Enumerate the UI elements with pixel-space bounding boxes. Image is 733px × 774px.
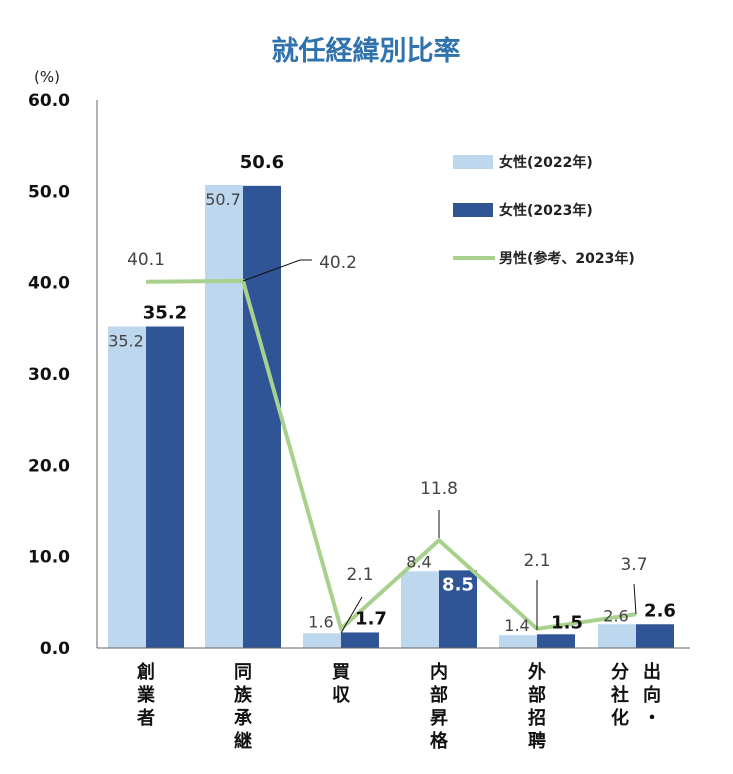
bar-2023: [439, 570, 477, 648]
category-label: 分社化: [611, 662, 629, 729]
label-2023: 1.5: [551, 612, 583, 633]
bar-2022: [401, 571, 439, 648]
bar-2023: [636, 624, 674, 648]
male-series-line: [145, 278, 637, 631]
legend-label: 女性(2022年): [499, 154, 593, 171]
label-2023: 8.5: [442, 574, 474, 595]
y-axis-unit: (%): [34, 68, 60, 86]
legend-label: 男性(参考、2023年): [499, 250, 635, 267]
legend-label: 女性(2023年): [499, 202, 593, 219]
label-2022: 50.7: [205, 190, 241, 209]
label-male: 2.1: [346, 565, 373, 585]
label-2023: 50.6: [240, 152, 284, 173]
bars-group: [108, 184, 674, 648]
label-2022: 8.4: [406, 552, 431, 571]
label-male: 11.8: [420, 479, 458, 499]
label-2023: 1.7: [355, 608, 387, 629]
bar-2023: [146, 326, 184, 648]
category-label: 出向・: [643, 661, 661, 729]
y-tick-label: 0.0: [40, 639, 70, 659]
label-male: 2.1: [523, 551, 550, 571]
bar-2023: [243, 185, 281, 648]
bar-2022: [499, 635, 537, 648]
label-2022: 2.6: [603, 606, 628, 625]
bar-2022: [205, 184, 243, 648]
label-2022: 35.2: [108, 332, 144, 351]
y-tick-label: 20.0: [28, 456, 70, 476]
bar-2023: [537, 634, 575, 648]
label-2022: 1.4: [504, 616, 529, 635]
bar-2022: [598, 624, 636, 648]
bar-2023: [341, 632, 379, 648]
legend: 女性(2022年) 女性(2023年) 男性(参考、2023年): [453, 154, 635, 267]
y-tick-label: 40.0: [28, 274, 70, 294]
male-line-group: [145, 278, 637, 631]
y-tick-label: 30.0: [28, 365, 70, 385]
label-male: 40.2: [319, 253, 357, 273]
y-tick-label: 10.0: [28, 548, 70, 568]
male-label-leader: [633, 583, 637, 615]
label-2023: 35.2: [143, 303, 187, 324]
label-male: 40.1: [127, 250, 165, 270]
label-male: 3.7: [620, 555, 647, 575]
category-label: 創業者: [136, 661, 156, 729]
male-label-leader: [340, 596, 363, 634]
bar-2022: [303, 633, 341, 648]
label-2023: 2.6: [644, 600, 676, 621]
legend-swatch: [453, 203, 493, 217]
data-labels-group: 35.2 50.7 1.6 8.4 1.4 2.6 35.2 50.6 1.7 8.5 1.5 2.6…: [108, 152, 676, 635]
y-tick-label: 50.0: [28, 182, 70, 202]
category-label: 外部招聘: [528, 661, 546, 752]
category-label: 買収: [332, 662, 351, 706]
male-label-leader: [242, 259, 312, 282]
category-labels: 創業者 同族承継 買収 内部昇格 外部招聘 出向・分社化: [136, 661, 661, 752]
category-label: 同族承継: [234, 662, 253, 752]
y-tick-label: 60.0: [28, 91, 70, 111]
label-2022: 1.6: [308, 612, 333, 631]
y-axis: 0.0 10.0 20.0 30.0 40.0 50.0 60.0: [28, 91, 98, 659]
legend-swatch: [453, 155, 493, 169]
chart-title: 就任経緯別比率: [272, 35, 461, 67]
bar-2022: [108, 326, 146, 648]
category-label: 内部昇格: [430, 661, 449, 752]
